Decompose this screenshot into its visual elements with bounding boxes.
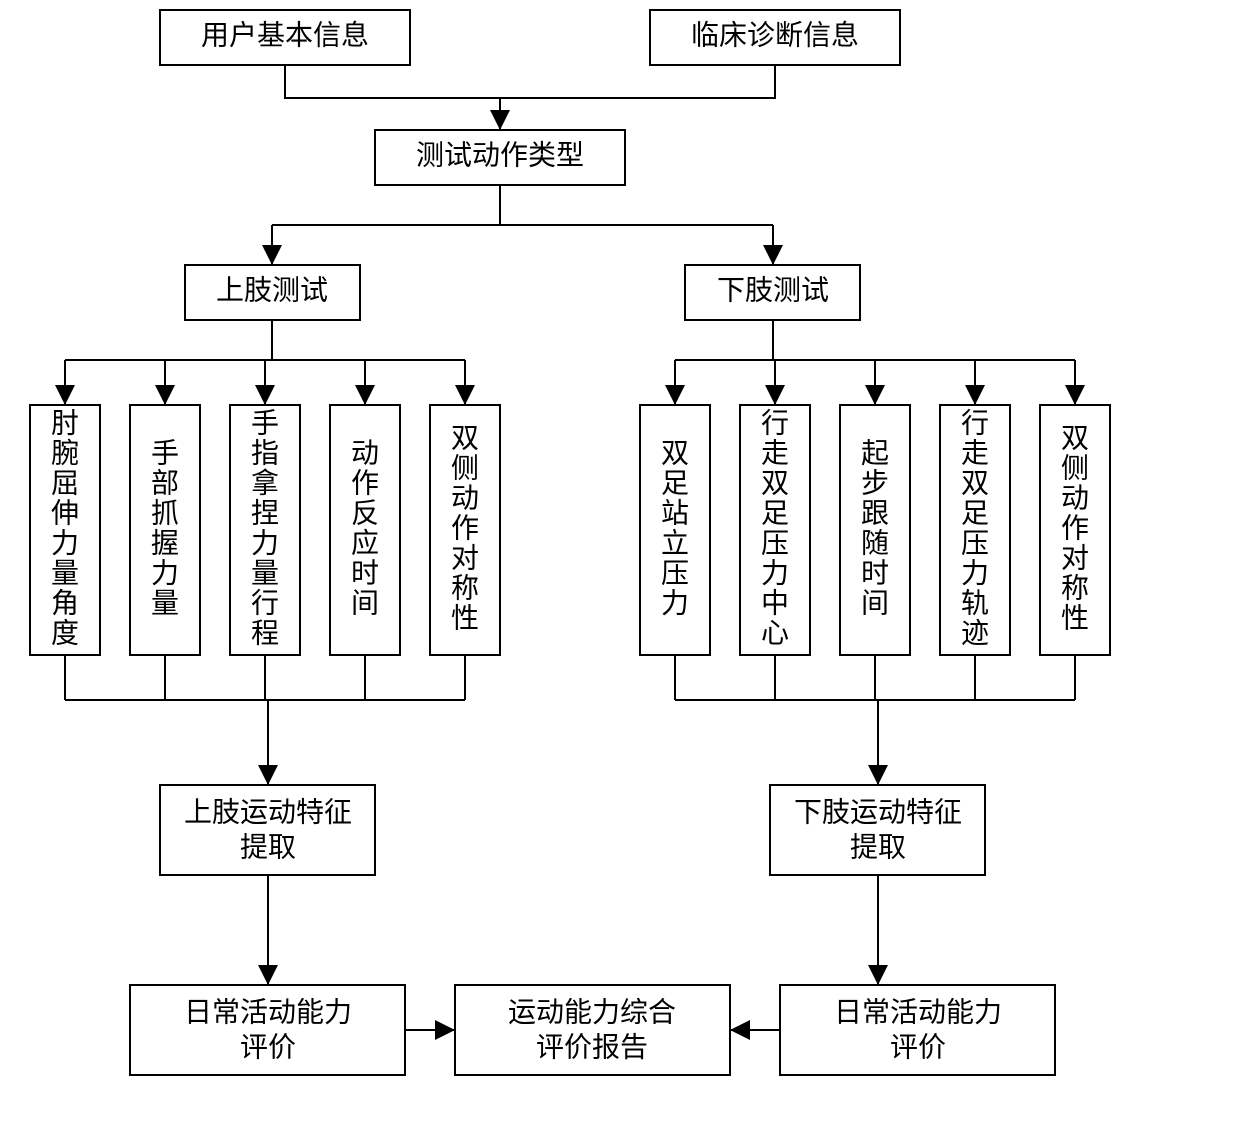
node-u5: 双侧动作对称性 — [430, 405, 500, 655]
node-u2: 手部抓握力量 — [130, 405, 200, 655]
svg-text:运动能力综合: 运动能力综合 — [508, 996, 676, 1028]
node-report: 运动能力综合 评价报告 — [455, 985, 730, 1075]
svg-text:双侧动作对称性: 双侧动作对称性 — [451, 424, 479, 635]
svg-text:行走双足压力轨迹: 行走双足压力轨迹 — [961, 408, 989, 650]
svg-text:提取: 提取 — [850, 831, 906, 863]
svg-text:评价报告: 评价报告 — [536, 1031, 648, 1063]
node-lowfeat: 下肢运动特征 提取 — [770, 785, 985, 875]
svg-text:日常活动能力: 日常活动能力 — [834, 996, 1002, 1028]
node-upadl: 日常活动能力 评价 — [130, 985, 405, 1075]
node-clinical: 临床诊断信息 — [650, 10, 900, 65]
svg-text:用户基本信息: 用户基本信息 — [201, 19, 369, 51]
svg-text:测试动作类型: 测试动作类型 — [416, 139, 584, 171]
svg-text:动作反应时间: 动作反应时间 — [351, 439, 379, 620]
node-lower: 下肢测试 — [685, 265, 860, 320]
edge — [500, 65, 775, 98]
svg-text:提取: 提取 — [240, 831, 296, 863]
flowchart-canvas: 用户基本信息 临床诊断信息 测试动作类型 上肢测试 下肢测试 肘腕屈伸力量角度 … — [0, 0, 1240, 1135]
svg-text:起步跟随时间: 起步跟随时间 — [861, 439, 889, 620]
node-l2: 行走双足压力中心 — [740, 405, 810, 655]
edge — [285, 65, 500, 98]
svg-text:手指拿捏力量行程: 手指拿捏力量行程 — [251, 408, 279, 650]
svg-text:上肢测试: 上肢测试 — [216, 274, 328, 306]
svg-text:肘腕屈伸力量角度: 肘腕屈伸力量角度 — [51, 408, 79, 650]
node-l4: 行走双足压力轨迹 — [940, 405, 1010, 655]
node-userinfo: 用户基本信息 — [160, 10, 410, 65]
node-u1: 肘腕屈伸力量角度 — [30, 405, 100, 655]
svg-text:下肢运动特征: 下肢运动特征 — [794, 796, 962, 828]
svg-text:评价: 评价 — [240, 1032, 296, 1063]
node-l3: 起步跟随时间 — [840, 405, 910, 655]
node-l5: 双侧动作对称性 — [1040, 405, 1110, 655]
node-u3: 手指拿捏力量行程 — [230, 405, 300, 655]
svg-text:双侧动作对称性: 双侧动作对称性 — [1061, 424, 1089, 635]
svg-text:日常活动能力: 日常活动能力 — [184, 996, 352, 1028]
svg-text:下肢测试: 下肢测试 — [717, 274, 829, 306]
node-testtype: 测试动作类型 — [375, 130, 625, 185]
svg-text:手部抓握力量: 手部抓握力量 — [151, 438, 179, 620]
svg-text:评价: 评价 — [890, 1032, 946, 1063]
svg-text:双足站立压力: 双足站立压力 — [661, 439, 689, 620]
node-l1: 双足站立压力 — [640, 405, 710, 655]
node-u4: 动作反应时间 — [330, 405, 400, 655]
svg-text:上肢运动特征: 上肢运动特征 — [184, 796, 352, 828]
node-upper: 上肢测试 — [185, 265, 360, 320]
node-lowadl: 日常活动能力 评价 — [780, 985, 1055, 1075]
svg-text:行走双足压力中心: 行走双足压力中心 — [761, 408, 789, 650]
svg-text:临床诊断信息: 临床诊断信息 — [691, 19, 859, 51]
node-upfeat: 上肢运动特征 提取 — [160, 785, 375, 875]
